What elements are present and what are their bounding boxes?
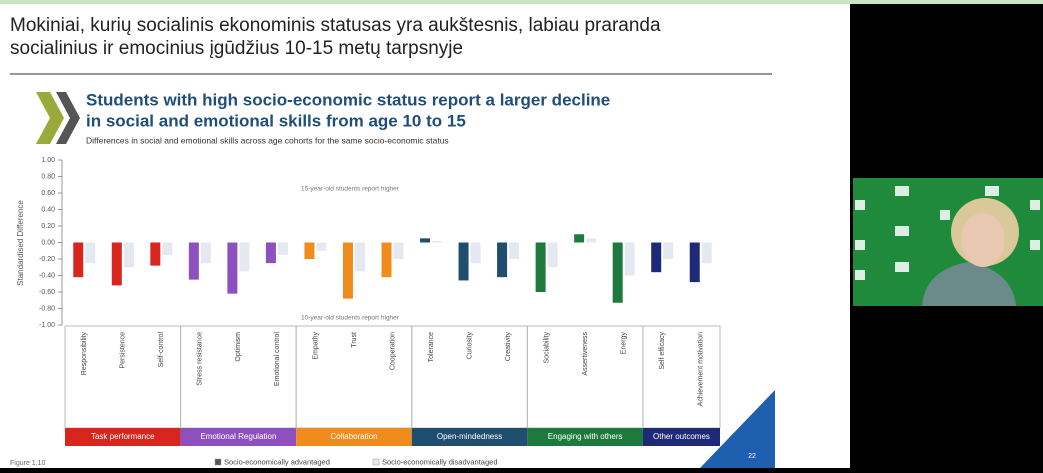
y-tick-label: -0.80 (39, 305, 55, 312)
bar (354, 242, 365, 272)
bar (458, 242, 469, 281)
group-bar (65, 428, 181, 446)
bar (188, 242, 199, 280)
bar (701, 242, 712, 264)
annotation: 10-year-old students report higher (301, 315, 400, 322)
bar (497, 242, 508, 278)
x-tick-label: Energy (621, 332, 628, 355)
chart-subtitle: Differences in social and emotional skil… (86, 135, 449, 145)
y-tick-label: 0.60 (41, 190, 55, 197)
page-number: 22 (748, 453, 756, 460)
bar (612, 242, 623, 303)
bar (470, 242, 481, 264)
logo (36, 92, 64, 144)
y-tick-label: 0.40 (41, 206, 55, 213)
bar (316, 242, 327, 251)
y-tick-label: 0.00 (41, 239, 55, 246)
y-label: Standardised Difference (16, 200, 25, 286)
group-label: Task performance (91, 432, 155, 441)
x-tick-label: Achievement motivation (698, 332, 705, 406)
top-bar (0, 0, 1043, 4)
bar (624, 242, 635, 276)
bar (547, 242, 558, 268)
logos (855, 186, 1040, 280)
slide-bg (0, 0, 850, 468)
x-tick-label: Assertiveness (582, 332, 589, 376)
y-tick-label: -1.00 (39, 322, 55, 329)
bar (162, 242, 173, 255)
logo (56, 92, 80, 144)
group-bar (642, 428, 720, 446)
header-title: socialinius ir emocinius įgūdžius 10-15 … (10, 38, 463, 59)
group-label: Open-mindedness (437, 432, 502, 441)
x-tick-label: Tolerance (428, 332, 435, 362)
x-tick-label: Sociability (543, 332, 550, 364)
header-title: Mokiniai, kurių socialinis ekonominis st… (10, 15, 661, 36)
bar (304, 242, 315, 259)
corner-decoration (700, 390, 775, 468)
bar (393, 242, 404, 259)
group-bar (411, 428, 528, 446)
bar (239, 242, 250, 272)
bar (227, 242, 238, 294)
bar (111, 242, 122, 286)
bar (509, 242, 520, 259)
bar (277, 242, 288, 255)
group-label: Engaging with others (548, 432, 623, 441)
bar (586, 238, 597, 243)
x-tick-label: Persistence (120, 332, 127, 369)
bar (663, 242, 674, 259)
bar (381, 242, 392, 278)
bar (574, 234, 585, 243)
y-tick-label: 1.00 (41, 157, 55, 164)
legend-swatch (214, 458, 222, 466)
figure-label: Figure 1.10 (10, 460, 46, 467)
bar (420, 238, 431, 243)
bar (200, 242, 211, 264)
bar (265, 242, 276, 264)
x-tick-label: Optimism (235, 332, 242, 362)
bar (342, 242, 353, 299)
y-tick-label: -0.40 (39, 272, 55, 279)
bar (73, 242, 84, 278)
chart-title: Students with high socio-economic status… (86, 90, 610, 109)
group-bar (527, 428, 643, 446)
x-tick-label: Emotional control (274, 332, 281, 387)
x-tick-label: Empathy (312, 332, 319, 360)
x-tick-label: Responsibility (81, 332, 88, 376)
group-bar (296, 428, 412, 446)
legend-swatch (372, 458, 380, 466)
group-label: Other outcomes (653, 432, 710, 441)
x-tick-label: Trust (351, 332, 358, 348)
bar (150, 242, 161, 266)
bar (123, 242, 134, 268)
legend-label: Socio-economically disadvantaged (382, 457, 498, 466)
bar (689, 242, 700, 283)
x-tick-label: Self efficacy (659, 332, 666, 370)
y-tick-label: -0.20 (39, 256, 55, 263)
legend-label: Socio-economically advantaged (224, 457, 330, 466)
x-tick-label: Cooperation (389, 332, 396, 370)
x-tick-label: Self-control (158, 332, 165, 368)
person-face (961, 213, 1005, 267)
annotation: 15-year-old students report higher (301, 186, 400, 193)
bar (535, 242, 546, 292)
bar (432, 240, 443, 243)
group-bar (180, 428, 297, 446)
bar (85, 242, 96, 264)
y-tick-label: -0.60 (39, 289, 55, 296)
chart-title: in social and emotional skills from age … (86, 111, 466, 130)
group-label: Collaboration (330, 432, 377, 441)
person-body (922, 262, 1016, 306)
y-tick-label: 0.20 (41, 223, 55, 230)
bar (651, 242, 662, 273)
x-tick-label: Curiosity (466, 332, 473, 360)
x-tick-label: Creativity (505, 332, 512, 362)
y-tick-label: 0.80 (41, 173, 55, 180)
group-label: Emotional Regulation (200, 432, 276, 441)
x-tick-label: Stress resistance (197, 332, 204, 386)
